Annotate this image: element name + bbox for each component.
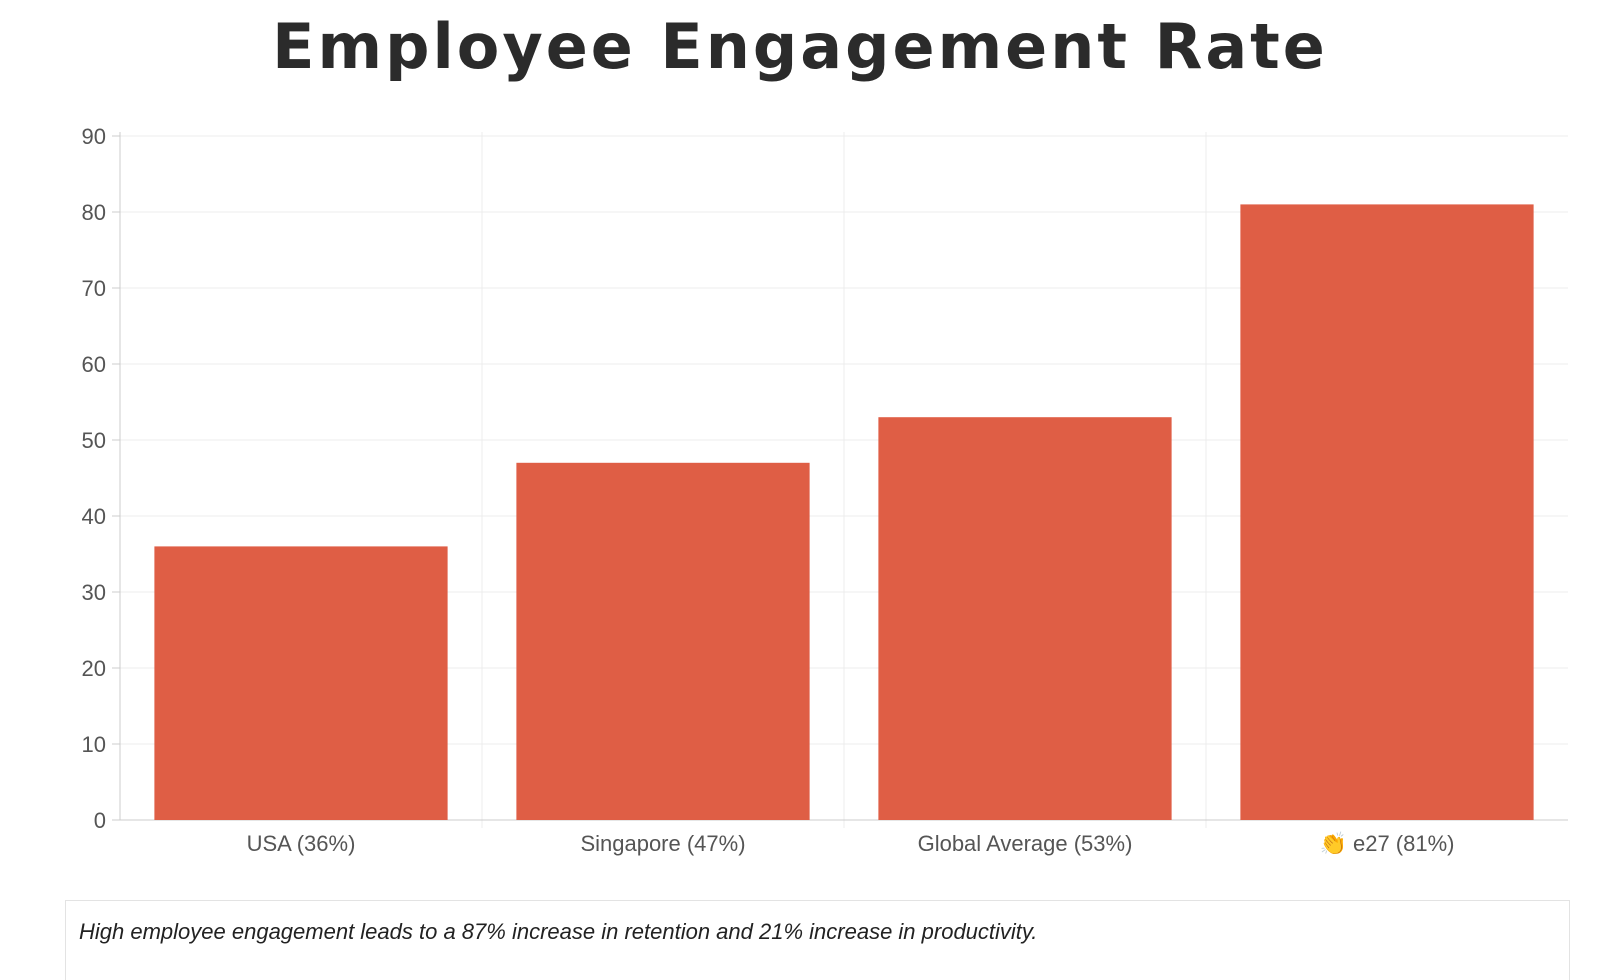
y-tick-label: 80 [82,200,106,225]
chart-title: Employee Engagement Rate [272,10,1328,83]
caption-text: High employee engagement leads to a 87% … [79,919,1038,944]
y-tick-label: 10 [82,732,106,757]
x-category-label: USA (36%) [247,831,356,856]
y-tick-label: 90 [82,124,106,149]
x-category-label: Global Average (53%) [918,831,1133,856]
y-tick-label: 0 [94,808,106,833]
y-tick-label: 30 [82,580,106,605]
x-category-label: 👏 e27 (81%) [1319,831,1454,856]
bars [154,204,1534,820]
y-tick-label: 40 [82,504,106,529]
y-tick-label: 70 [82,276,106,301]
bar [878,417,1172,820]
y-tick-labels: 0 10 20 30 40 50 60 70 80 90 [82,124,106,833]
x-category-labels: USA (36%) Singapore (47%) Global Average (… [247,831,1455,856]
caption-box: High employee engagement leads to a 87% … [65,900,1570,980]
bar [516,462,810,820]
bar [1240,204,1534,820]
y-tick-label: 60 [82,352,106,377]
bar [154,546,448,820]
y-tick-label: 50 [82,428,106,453]
y-tick-label: 20 [82,656,106,681]
x-category-label: Singapore (47%) [580,831,745,856]
bar-chart: 0 10 20 30 40 50 60 70 80 90 USA (36%) Singapore (… [82,124,1568,856]
